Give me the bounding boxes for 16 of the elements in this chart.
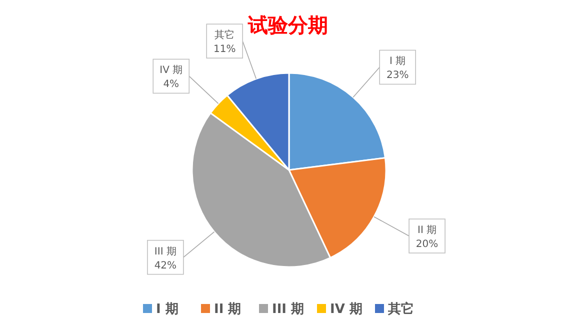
legend-label: 其它: [387, 301, 414, 317]
legend-label: III 期: [272, 302, 304, 317]
slice-label: II 期: [418, 224, 437, 236]
data-label: 20%: [416, 239, 438, 250]
legend-label: II 期: [214, 302, 242, 317]
slice-label: III 期: [154, 245, 176, 258]
data-label: 11%: [213, 44, 236, 56]
data-label: 42%: [154, 260, 177, 272]
slice-label: I 期: [390, 55, 406, 68]
data-label: 4%: [163, 79, 180, 90]
slice-label: 其它: [214, 29, 235, 42]
legend-label: IV 期: [330, 302, 362, 317]
chart-title: 试验分期: [247, 13, 328, 37]
slice-label: IV 期: [160, 64, 183, 76]
data-label: 23%: [386, 70, 409, 82]
legend-label: I 期: [156, 302, 178, 317]
